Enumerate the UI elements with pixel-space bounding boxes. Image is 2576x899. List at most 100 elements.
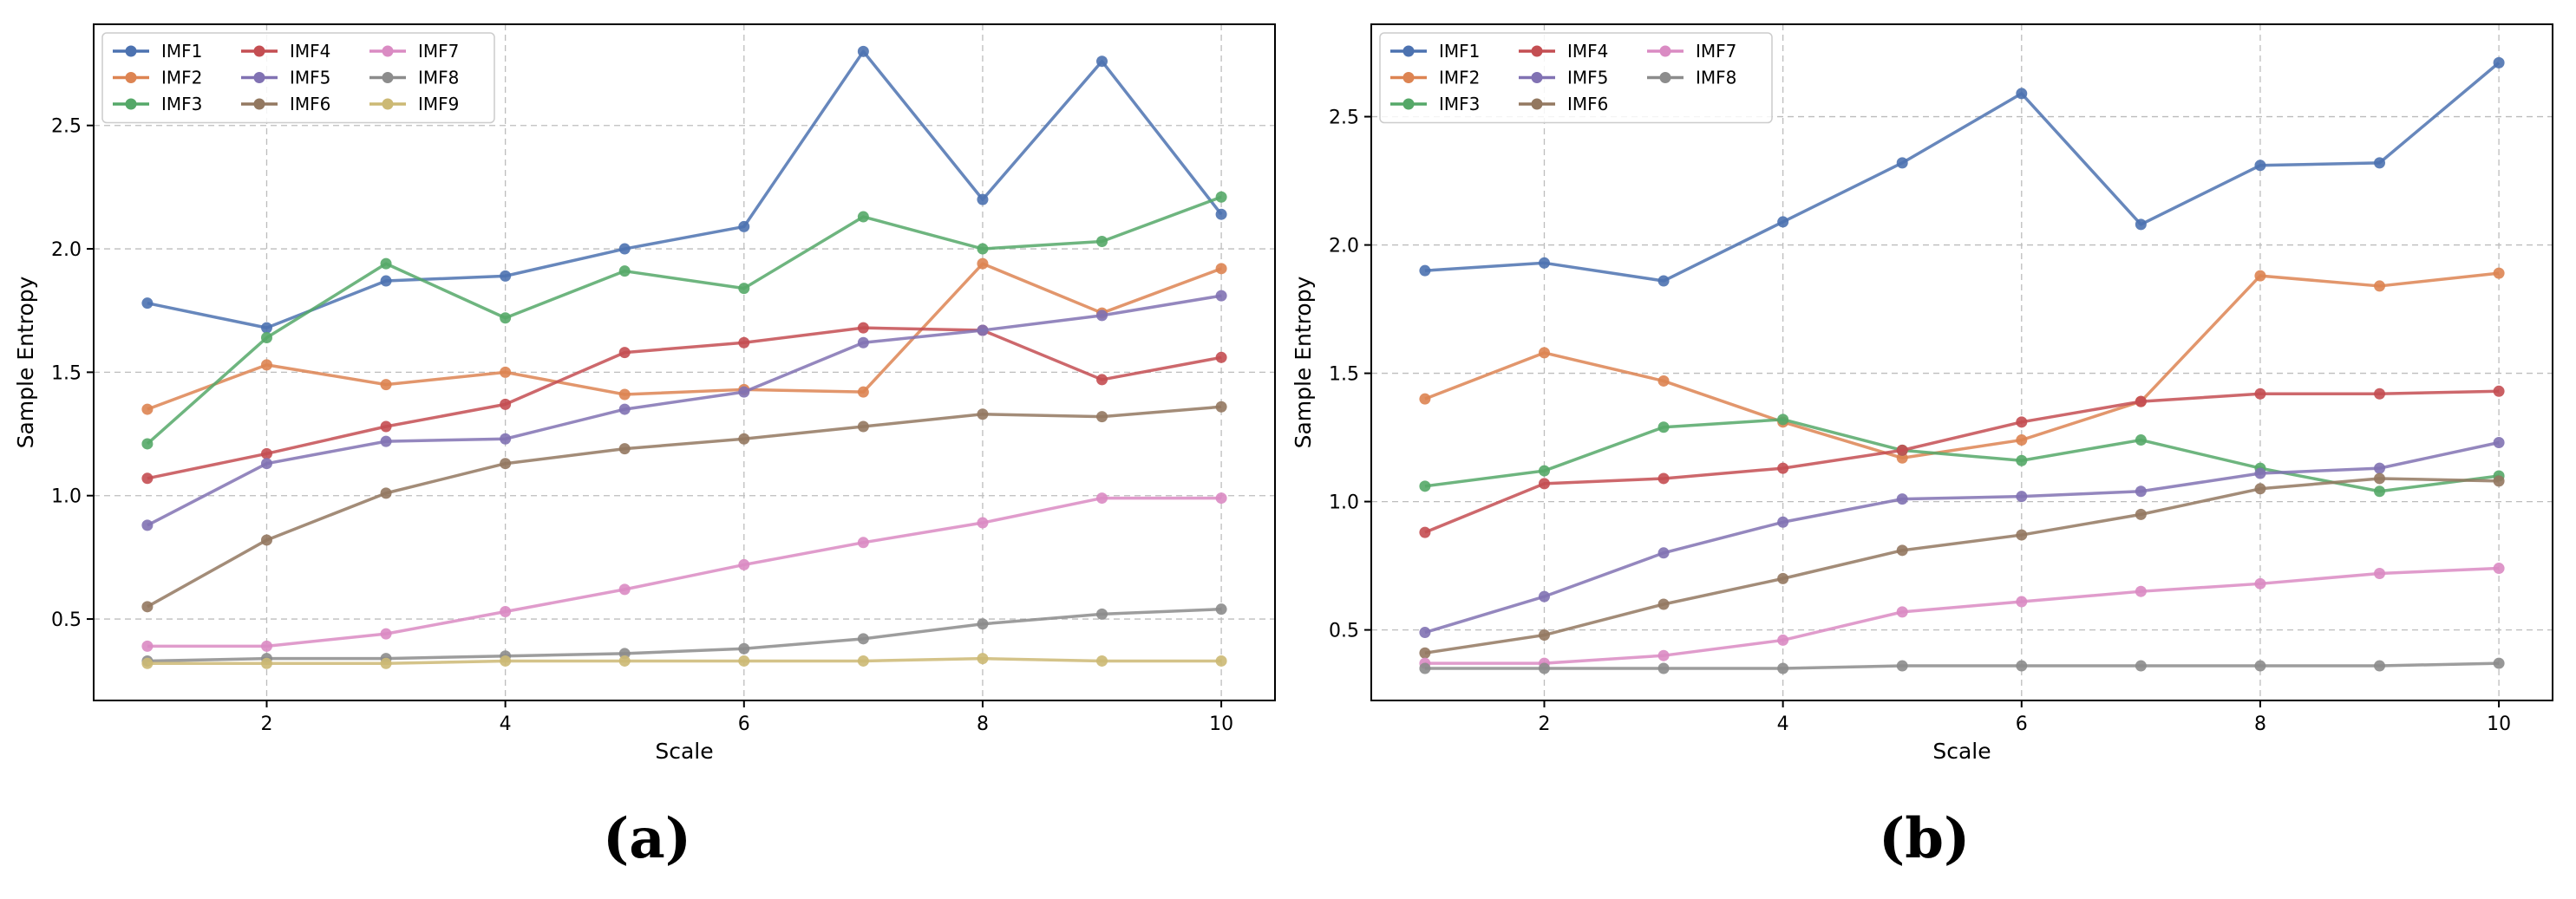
point-a-imf2-3 xyxy=(380,379,392,391)
point-a-imf9-2 xyxy=(260,657,272,669)
point-b-imf5-2 xyxy=(1538,590,1550,603)
point-b-imf3-4 xyxy=(1777,414,1789,426)
point-a-imf7-6 xyxy=(738,558,750,570)
point-b-imf4-5 xyxy=(1896,444,1908,456)
point-b-imf2-5 xyxy=(1896,452,1908,464)
point-b-imf3-3 xyxy=(1657,421,1670,433)
point-b-imf6-8 xyxy=(2254,483,2266,495)
point-b-imf5-5 xyxy=(1896,493,1908,505)
point-b-imf5-1 xyxy=(1419,627,1431,639)
y-tick-label-b-4: 2.5 xyxy=(1329,107,1359,129)
point-b-imf6-9 xyxy=(2374,472,2386,485)
x-tick-label-b-4: 10 xyxy=(2487,713,2511,735)
point-a-imf8-10 xyxy=(1215,603,1227,616)
point-b-imf7-8 xyxy=(2254,577,2266,590)
point-b-imf7-5 xyxy=(1896,606,1908,618)
point-b-imf4-1 xyxy=(1419,526,1431,538)
point-b-imf8-7 xyxy=(2135,660,2147,672)
point-a-imf7-3 xyxy=(380,628,392,640)
point-b-imf3-9 xyxy=(2374,485,2386,498)
point-a-imf2-7 xyxy=(857,386,869,398)
legend-label-a-imf6: IMF6 xyxy=(290,94,330,114)
point-b-imf6-4 xyxy=(1777,572,1789,584)
point-a-imf4-1 xyxy=(141,472,154,485)
point-a-imf6-10 xyxy=(1215,401,1227,413)
point-b-imf1-9 xyxy=(2374,157,2386,169)
point-b-imf4-8 xyxy=(2254,388,2266,400)
x-axis-label-a: Scale xyxy=(655,739,713,764)
legend-label-b-imf1: IMF1 xyxy=(1439,41,1480,62)
point-b-imf1-7 xyxy=(2135,218,2147,231)
point-b-imf7-4 xyxy=(1777,634,1789,646)
point-a-imf3-10 xyxy=(1215,191,1227,203)
point-a-imf9-9 xyxy=(1096,655,1108,667)
legend-label-a-imf3: IMF3 xyxy=(161,94,202,114)
point-a-imf3-7 xyxy=(857,211,869,223)
point-b-imf5-7 xyxy=(2135,485,2147,498)
point-b-imf2-8 xyxy=(2254,270,2266,282)
point-b-imf3-7 xyxy=(2135,434,2147,446)
point-a-imf1-4 xyxy=(500,270,512,282)
point-a-imf9-1 xyxy=(141,657,154,669)
point-b-imf5-9 xyxy=(2374,462,2386,474)
point-b-imf6-10 xyxy=(2493,475,2505,487)
point-b-imf7-7 xyxy=(2135,585,2147,597)
point-a-imf1-7 xyxy=(857,45,869,57)
y-tick-label-a-2: 1.5 xyxy=(51,362,82,384)
y-tick-label-b-2: 1.5 xyxy=(1329,364,1359,386)
legend-marker-a-imf9 xyxy=(382,98,394,110)
point-a-imf1-8 xyxy=(977,193,989,205)
series-line-a-imf7 xyxy=(147,496,1222,648)
point-a-imf2-8 xyxy=(977,257,989,270)
series-line-b-imf5 xyxy=(1424,440,2500,635)
point-b-imf4-10 xyxy=(2493,385,2505,397)
point-a-imf7-4 xyxy=(500,606,512,618)
y-tick-label-a-1: 1.0 xyxy=(51,486,82,508)
point-a-imf5-10 xyxy=(1215,290,1227,302)
point-b-imf8-3 xyxy=(1657,662,1670,674)
x-tick-label-b-3: 8 xyxy=(2254,713,2266,735)
series-line-b-imf8 xyxy=(1424,661,2500,670)
series-line-b-imf1 xyxy=(1424,62,2501,283)
series-line-a-imf6 xyxy=(147,405,1222,609)
caption-b: (b) xyxy=(1879,806,1971,871)
point-a-imf2-2 xyxy=(260,359,272,371)
x-tick-label-a-4: 10 xyxy=(1209,713,1233,735)
point-b-imf2-1 xyxy=(1419,393,1431,405)
point-a-imf4-5 xyxy=(618,347,631,359)
legend-label-a-imf9: IMF9 xyxy=(418,94,459,114)
point-b-imf4-3 xyxy=(1657,472,1670,485)
point-a-imf3-1 xyxy=(141,438,154,450)
y-tick-label-b-3: 2.0 xyxy=(1329,236,1359,257)
point-b-imf8-8 xyxy=(2254,660,2266,672)
point-a-imf6-5 xyxy=(618,443,631,455)
legend-label-b-imf8: IMF8 xyxy=(1696,68,1736,88)
y-tick-label-a-3: 2.0 xyxy=(51,239,82,261)
point-b-imf8-10 xyxy=(2493,657,2505,669)
series-line-b-imf3 xyxy=(1424,418,2500,493)
point-a-imf1-10 xyxy=(1215,208,1227,220)
legend-marker-a-imf2 xyxy=(125,72,137,83)
caption-a: (a) xyxy=(603,806,692,871)
legend-label-a-imf8: IMF8 xyxy=(418,68,459,88)
point-a-imf7-1 xyxy=(141,640,154,652)
point-a-imf1-2 xyxy=(260,322,272,334)
point-b-imf5-4 xyxy=(1777,516,1789,528)
point-b-imf1-8 xyxy=(2254,160,2266,172)
point-b-imf8-5 xyxy=(1896,660,1908,672)
y-tick-label-a-4: 2.5 xyxy=(51,116,82,138)
point-b-imf6-2 xyxy=(1538,629,1550,642)
point-b-imf2-9 xyxy=(2374,280,2386,292)
legend-label-a-imf1: IMF1 xyxy=(161,41,202,62)
point-a-imf6-6 xyxy=(738,433,750,445)
series-line-b-imf2 xyxy=(1424,271,2500,460)
point-b-imf1-2 xyxy=(1538,257,1550,269)
legend-marker-a-imf6 xyxy=(253,98,265,110)
axes-frame-b xyxy=(1370,23,2553,701)
point-a-imf4-2 xyxy=(260,447,272,459)
legend-marker-a-imf7 xyxy=(382,45,394,57)
point-b-imf5-10 xyxy=(2493,437,2505,449)
legend-label-b-imf5: IMF5 xyxy=(1567,68,1608,88)
point-a-imf6-9 xyxy=(1096,411,1108,423)
point-a-imf3-6 xyxy=(738,283,750,295)
